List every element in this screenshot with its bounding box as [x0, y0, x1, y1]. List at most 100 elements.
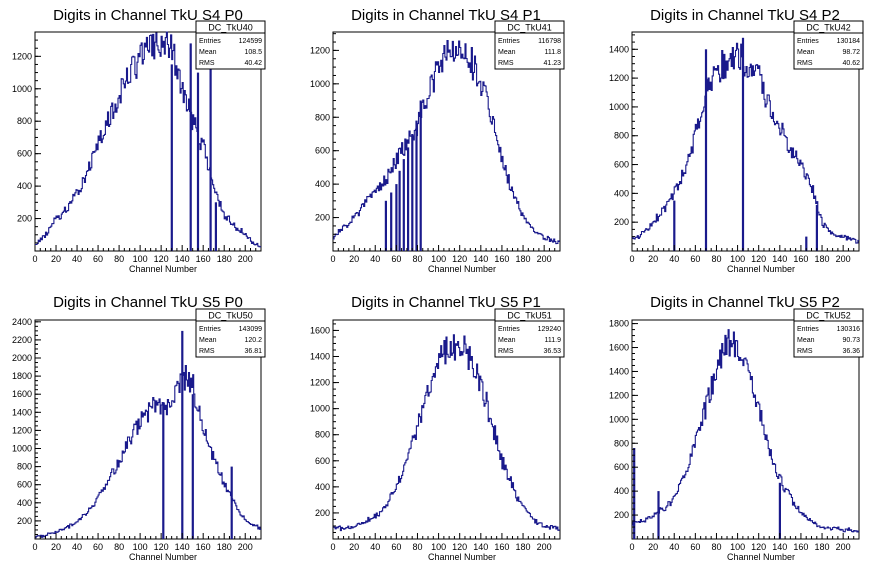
y-tick-label: 400 [17, 498, 32, 508]
y-tick-label: 1800 [12, 371, 32, 381]
x-axis-label: Channel Number [428, 264, 496, 274]
stats-label: Entries [199, 38, 221, 45]
stats-value: 130316 [837, 326, 860, 333]
histogram-spike [196, 72, 200, 251]
x-tick-label: 20 [648, 254, 658, 264]
x-axis-label: Channel Number [129, 264, 197, 274]
x-tick-label: 40 [72, 254, 82, 264]
plot-frame [631, 31, 860, 252]
plot-frame [34, 31, 262, 252]
y-tick-label: 400 [614, 188, 629, 198]
histogram-spike [395, 184, 398, 251]
x-tick-label: 40 [669, 254, 679, 264]
x-axis-label: Channel Number [428, 552, 496, 562]
histogram-panel-5: Digits in Channel TkU S5 P22004006008001… [609, 294, 864, 562]
y-tick-label: 800 [315, 112, 330, 122]
stats-value: 41.23 [543, 60, 561, 67]
x-tick-label: 160 [793, 542, 808, 552]
x-tick-label: 140 [772, 254, 787, 264]
x-tick-label: 120 [452, 542, 467, 552]
x-tick-label: 180 [815, 542, 830, 552]
stats-label: Mean [199, 49, 217, 56]
x-tick-label: 160 [196, 254, 211, 264]
y-tick-label: 600 [614, 160, 629, 170]
x-tick-label: 60 [391, 254, 401, 264]
x-tick-label: 0 [330, 542, 335, 552]
x-tick-label: 100 [133, 254, 148, 264]
y-tick-label: 200 [614, 510, 629, 520]
y-tick-label: 2000 [12, 353, 32, 363]
histogram-spike [657, 491, 660, 539]
y-tick-label: 600 [614, 462, 629, 472]
x-axis-label: Channel Number [727, 552, 795, 562]
x-tick-label: 60 [93, 542, 103, 552]
y-tick-label: 1200 [310, 45, 330, 55]
histogram-spike [402, 159, 405, 251]
y-tick-label: 200 [17, 214, 32, 224]
x-tick-label: 60 [690, 542, 700, 552]
histogram-spike [214, 202, 217, 251]
x-tick-label: 180 [516, 542, 531, 552]
stats-value: 36.36 [842, 348, 860, 355]
y-tick-label: 600 [17, 149, 32, 159]
x-tick-label: 160 [494, 542, 509, 552]
stats-box [793, 308, 864, 358]
histogram-spike [407, 147, 410, 251]
histogram-spike [419, 100, 422, 251]
x-tick-label: 20 [51, 542, 61, 552]
x-tick-label: 100 [133, 542, 148, 552]
chart-title: Digits in Channel TkU S5 P2 [650, 294, 840, 311]
stats-label: RMS [797, 348, 813, 355]
y-tick-label: 1200 [609, 390, 629, 400]
histogram-spike [384, 200, 387, 251]
stats-value: 111.9 [545, 337, 562, 344]
x-tick-label: 140 [175, 254, 190, 264]
x-tick-label: 200 [238, 254, 253, 264]
histogram-panel-0: Digits in Channel TkU S4 P02004006008001… [12, 7, 266, 274]
histogram-spike [411, 134, 414, 251]
plot-frame [332, 31, 561, 252]
y-tick-label: 600 [315, 146, 330, 156]
y-tick-label: 1400 [310, 352, 330, 362]
histogram-spike [805, 236, 808, 251]
x-tick-label: 200 [238, 542, 253, 552]
histogram-spike [704, 49, 708, 251]
histogram-spike [415, 120, 418, 251]
stats-label: Mean [498, 49, 516, 56]
y-tick-label: 1800 [609, 319, 629, 329]
x-tick-label: 200 [537, 542, 552, 552]
y-tick-label: 800 [614, 438, 629, 448]
chart-title: Digits in Channel TkU S4 P0 [53, 7, 243, 24]
stats-value: 98.72 [842, 49, 860, 56]
x-tick-label: 200 [537, 254, 552, 264]
y-tick-label: 600 [315, 456, 330, 466]
stats-value: 143099 [239, 326, 262, 333]
histogram-panel-4: Digits in Channel TkU S5 P12004006008001… [310, 294, 565, 562]
stats-name: DC_TkU50 [208, 311, 253, 321]
x-tick-label: 120 [154, 254, 169, 264]
y-tick-label: 1000 [609, 102, 629, 112]
histogram-spike [191, 394, 194, 539]
stats-name: DC_TkU51 [507, 311, 552, 321]
y-tick-label: 800 [614, 131, 629, 141]
stats-value: 40.62 [842, 60, 860, 67]
stats-label: Entries [498, 326, 520, 333]
stats-box [195, 20, 266, 70]
stats-label: Entries [498, 38, 520, 45]
histogram-series [632, 42, 859, 244]
x-tick-label: 0 [32, 542, 37, 552]
y-tick-label: 1000 [12, 84, 32, 94]
stats-label: RMS [199, 60, 215, 67]
y-tick-label: 200 [614, 217, 629, 227]
histogram-spike [815, 204, 818, 251]
x-tick-label: 0 [32, 254, 37, 264]
stats-name: DC_TkU41 [507, 23, 552, 33]
y-tick-label: 1400 [12, 407, 32, 417]
x-tick-label: 140 [772, 542, 787, 552]
x-tick-label: 60 [391, 542, 401, 552]
x-tick-label: 60 [690, 254, 700, 264]
y-tick-label: 1000 [310, 404, 330, 414]
x-tick-label: 0 [629, 254, 634, 264]
stats-value: 40.42 [244, 60, 262, 67]
